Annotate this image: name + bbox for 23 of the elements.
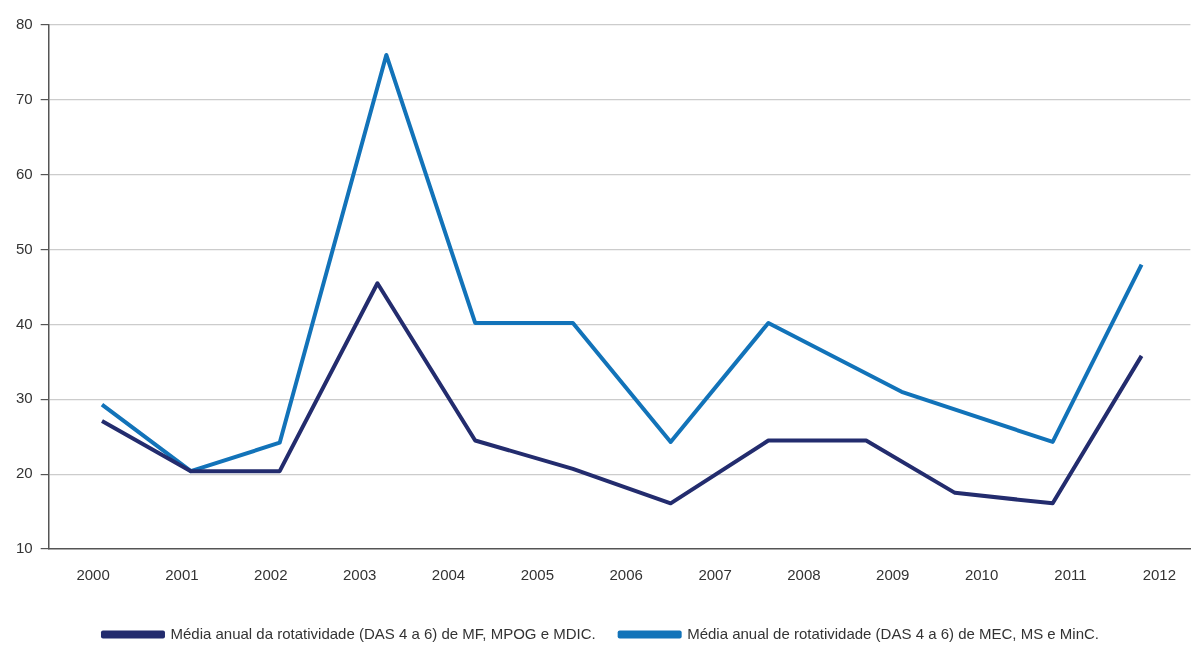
y-tick-label: 30 — [16, 389, 33, 407]
y-tick-label: 10 — [16, 539, 33, 557]
x-tick-label: 2004 — [431, 566, 466, 584]
y-tick-label: 20 — [16, 464, 33, 482]
x-tick-label: 2006 — [609, 566, 643, 584]
x-tick-label: 2010 — [964, 566, 999, 584]
x-tick-label: 2012 — [1142, 566, 1176, 584]
legend-label: Média anual da rotatividade (DAS 4 a 6) de MF, MPOG e MDIC. — [170, 624, 596, 642]
y-tick-label: 70 — [16, 90, 33, 107]
legend-label: Média anual de rotatividade (DAS 4 a 6) de MEC, MS e MinC. — [687, 624, 1100, 642]
x-tick-label: 2002 — [254, 566, 288, 584]
x-tick-label: 2001 — [165, 566, 199, 584]
x-tick-label: 2007 — [698, 566, 732, 584]
y-tick-label: 80 — [16, 15, 33, 33]
x-tick-label: 2003 — [342, 566, 377, 584]
y-tick-label: 40 — [16, 314, 33, 332]
x-tick-label: 2009 — [876, 566, 910, 584]
x-tick-label: 2008 — [787, 566, 821, 584]
x-tick-label: 2011 — [1054, 566, 1087, 584]
x-tick-label: 2000 — [76, 566, 110, 584]
x-tick-label: 2005 — [520, 566, 555, 584]
y-tick-label: 60 — [16, 164, 33, 182]
y-tick-label: 50 — [16, 239, 33, 257]
